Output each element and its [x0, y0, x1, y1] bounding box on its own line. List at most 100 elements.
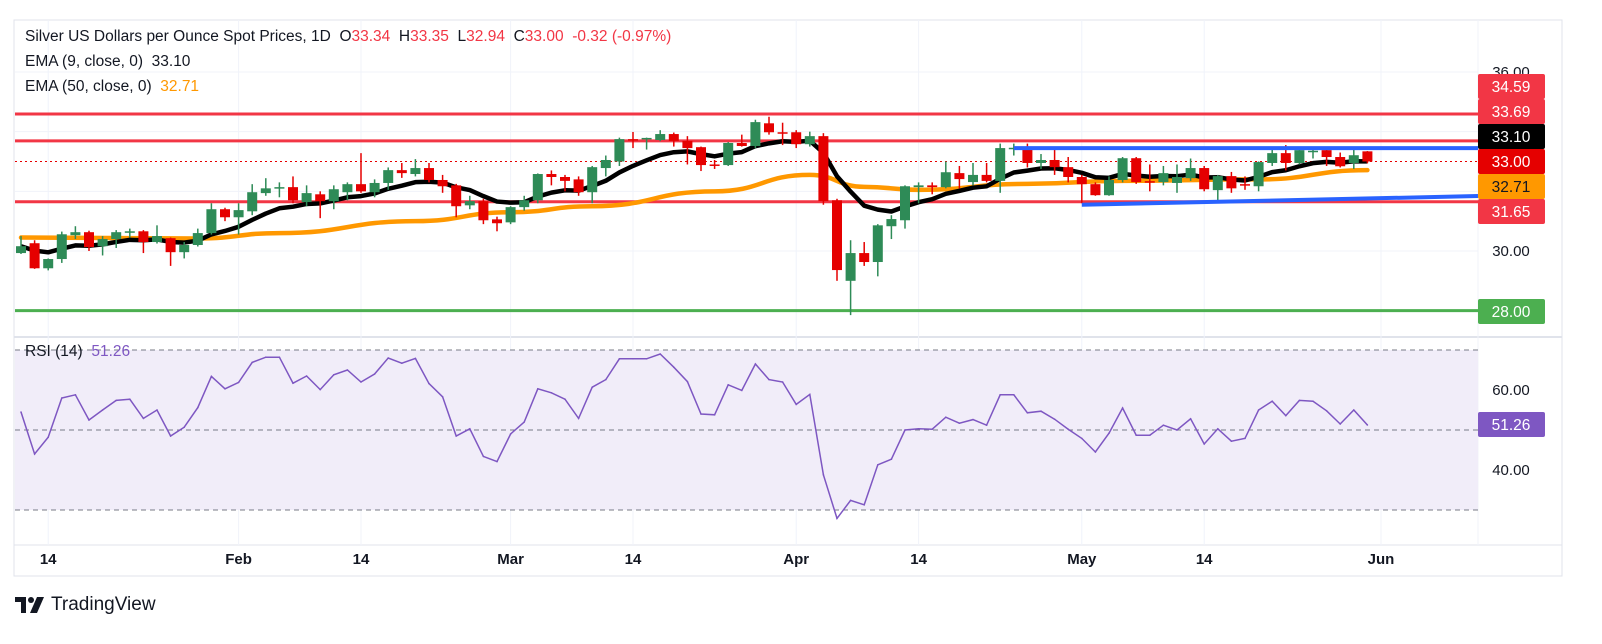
candle-body [1362, 151, 1373, 162]
change-value: -0.32 (-0.97%) [572, 28, 672, 45]
candle-body [356, 184, 366, 192]
candle [328, 185, 339, 210]
candle [1212, 174, 1223, 204]
candle [682, 136, 693, 165]
rsi-point [101, 409, 104, 411]
candle [260, 178, 271, 196]
ema50-label: EMA (50, close, 0) [25, 78, 152, 95]
price-label-box [1478, 149, 1545, 174]
rsi-point [1257, 409, 1260, 411]
candle-body [519, 200, 530, 208]
rsi-point [1271, 400, 1273, 403]
rsi-label-text: 51.26 [1492, 417, 1531, 434]
price-label-box [1478, 74, 1545, 99]
rsi-point [169, 435, 172, 437]
candle [383, 167, 394, 190]
candle [301, 185, 312, 207]
rsi-point [251, 361, 253, 364]
rsi-point [1149, 434, 1151, 437]
price-label-box [1478, 124, 1545, 149]
x-tick-label: Jun [1368, 551, 1395, 568]
high-value: 33.35 [410, 28, 449, 45]
rsi-point [292, 382, 294, 385]
candle-body [940, 172, 951, 188]
rsi-point [768, 378, 770, 381]
candle [233, 203, 244, 235]
ema50-legend[interactable]: EMA (50, close, 0) 32.71 [25, 78, 199, 96]
rsi-point [210, 375, 213, 378]
rsi-point [1203, 443, 1205, 445]
rsi-tick-label: 60.00 [1492, 382, 1530, 399]
rsi-label: RSI (14) [25, 343, 83, 360]
candle [84, 230, 94, 251]
x-tick-label: 14 [353, 551, 370, 568]
candle [1117, 157, 1128, 183]
rsi-point [809, 393, 811, 396]
rsi-point [47, 436, 49, 439]
rsi-point [224, 388, 226, 390]
candle [478, 198, 489, 225]
price-tick-label: 30.00 [1492, 243, 1530, 260]
blue-trendline-2[interactable] [1081, 194, 1479, 207]
ema9-line [20, 138, 1368, 255]
candle-body [220, 209, 230, 218]
candle-body [1267, 153, 1278, 163]
candle-body [696, 147, 706, 166]
candle [111, 230, 122, 248]
low-value: 32.94 [466, 28, 505, 45]
rsi-legend[interactable]: RSI (14) 51.26 [25, 343, 130, 361]
trendlines[interactable] [1013, 146, 1479, 207]
rsi-point [1312, 400, 1314, 403]
x-tick-label: Apr [783, 551, 809, 568]
tradingview-logo[interactable]: TradingView [15, 594, 156, 616]
candle [206, 203, 217, 235]
candle-body [1253, 162, 1264, 187]
candle [791, 130, 802, 149]
rsi-point [754, 363, 757, 365]
candle [179, 242, 190, 259]
candle-body [872, 225, 883, 263]
rsi-point [673, 366, 675, 369]
candle [1348, 149, 1359, 169]
candle-body [165, 238, 176, 253]
candle-body [1063, 167, 1074, 178]
rsi-point [319, 388, 322, 391]
candle [369, 179, 380, 198]
candle-body [206, 209, 217, 234]
candle-body [1131, 158, 1142, 183]
candle [220, 207, 230, 222]
rsi-point [265, 356, 267, 359]
candle-body [641, 137, 652, 140]
candle [519, 195, 530, 211]
candles [16, 116, 1373, 316]
candle [152, 225, 162, 244]
candle [872, 224, 883, 277]
tradingview-logo-icon [15, 597, 44, 613]
candle-body [233, 210, 244, 218]
candle-body [288, 187, 298, 201]
rsi-point [1108, 432, 1110, 435]
open-value: 33.34 [351, 28, 391, 45]
rsi-point [632, 358, 634, 360]
x-tick-label: 14 [1196, 551, 1213, 568]
candle-body [532, 174, 543, 201]
rsi-point [333, 374, 335, 376]
rsi-point [115, 399, 117, 402]
candle-body [328, 189, 339, 202]
candle-body [56, 234, 67, 260]
ema9-line-group [20, 138, 1368, 255]
rsi-point [795, 403, 797, 406]
candle [396, 162, 407, 178]
candle-body [832, 200, 842, 271]
price-label-box [1478, 99, 1545, 124]
candle [1063, 157, 1074, 183]
price-label-text: 31.65 [1492, 204, 1531, 221]
candle-body [97, 239, 108, 247]
rsi-point [523, 421, 525, 423]
ema9-legend[interactable]: EMA (9, close, 0) 33.10 [25, 53, 190, 71]
close-value: 33.00 [524, 28, 564, 45]
chart-frame [13, 19, 1563, 577]
candle-body [451, 185, 462, 207]
rsi-point [1339, 423, 1341, 425]
